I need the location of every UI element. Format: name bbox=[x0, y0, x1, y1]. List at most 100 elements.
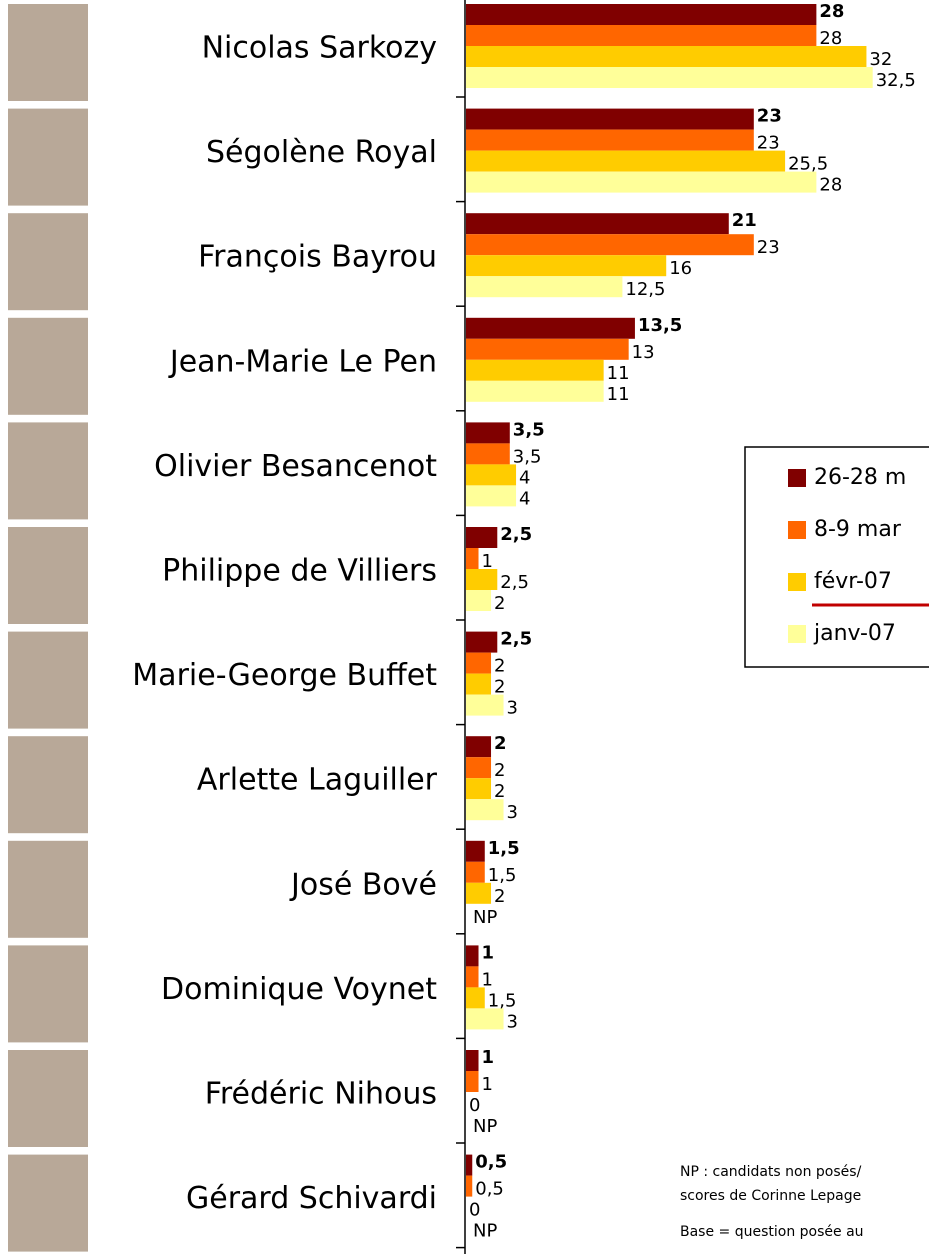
value-label: 21 bbox=[732, 210, 757, 231]
category-label: Jean-Marie Le Pen bbox=[168, 344, 437, 379]
value-label: NP bbox=[473, 1221, 497, 1242]
bar bbox=[466, 527, 497, 548]
value-label: NP bbox=[473, 1116, 497, 1137]
bar bbox=[466, 548, 479, 569]
value-label: 1 bbox=[482, 1074, 493, 1095]
bar bbox=[466, 1155, 472, 1176]
value-label: 2,5 bbox=[500, 524, 532, 545]
bar bbox=[466, 945, 479, 966]
bar bbox=[466, 1008, 504, 1029]
bar bbox=[466, 695, 504, 716]
value-label: 2 bbox=[494, 781, 505, 802]
photo bbox=[8, 213, 88, 310]
value-label: 12,5 bbox=[625, 279, 665, 300]
bar bbox=[466, 799, 504, 820]
value-label: 13 bbox=[632, 342, 655, 363]
value-label: 2 bbox=[494, 656, 505, 677]
category-label: Frédéric Nihous bbox=[205, 1077, 437, 1112]
note: NP : candidats non posés/ bbox=[680, 1164, 862, 1180]
legend-swatch bbox=[788, 521, 806, 539]
value-label: 1 bbox=[482, 551, 493, 572]
photo bbox=[8, 1155, 88, 1252]
value-label: 2 bbox=[494, 760, 505, 781]
photo bbox=[8, 4, 88, 101]
bar bbox=[466, 255, 666, 276]
value-label: 28 bbox=[819, 28, 842, 49]
bar bbox=[466, 841, 485, 862]
bar bbox=[466, 234, 754, 255]
value-label: 3 bbox=[507, 698, 518, 719]
bar bbox=[466, 339, 629, 360]
bar bbox=[466, 987, 485, 1008]
value-label: 1,5 bbox=[488, 865, 517, 886]
bar bbox=[466, 1050, 479, 1071]
value-label: 1,5 bbox=[488, 838, 520, 859]
value-label: 1 bbox=[482, 1047, 495, 1068]
value-label: 3 bbox=[507, 802, 518, 823]
bar bbox=[466, 569, 497, 590]
note: Base = question posée au bbox=[680, 1224, 864, 1240]
legend-label: 26-28 m bbox=[814, 465, 906, 490]
value-label: NP bbox=[473, 907, 497, 928]
legend-swatch bbox=[788, 469, 806, 487]
category-label: Olivier Besancenot bbox=[154, 449, 437, 484]
bar bbox=[466, 757, 491, 778]
value-label: 0,5 bbox=[475, 1152, 507, 1173]
bar bbox=[466, 318, 635, 339]
bar bbox=[466, 381, 604, 402]
bar bbox=[466, 422, 510, 443]
value-label: 4 bbox=[519, 488, 530, 509]
bar bbox=[466, 862, 485, 883]
value-label: 0 bbox=[469, 1095, 480, 1116]
bar bbox=[466, 966, 479, 987]
photo bbox=[8, 1050, 88, 1147]
category-label: Dominique Voynet bbox=[161, 972, 437, 1007]
bar bbox=[466, 67, 873, 88]
value-label: 1 bbox=[482, 942, 495, 963]
bar bbox=[466, 276, 622, 297]
bar bbox=[466, 1176, 472, 1197]
bar bbox=[466, 464, 516, 485]
value-label: 2 bbox=[494, 677, 505, 698]
legend-swatch bbox=[788, 625, 806, 643]
value-label: 16 bbox=[669, 258, 692, 279]
value-label: 28 bbox=[819, 175, 842, 196]
bar bbox=[466, 46, 866, 67]
category-label: Arlette Laguiller bbox=[197, 763, 438, 798]
category-label: François Bayrou bbox=[198, 240, 437, 275]
photo bbox=[8, 422, 88, 519]
value-label: 3 bbox=[507, 1011, 518, 1032]
value-label: 4 bbox=[519, 467, 530, 488]
legend-label: févr-07 bbox=[814, 569, 892, 594]
legend-label: janv-07 bbox=[813, 621, 896, 646]
value-label: 0 bbox=[469, 1200, 480, 1221]
bar bbox=[466, 360, 604, 381]
photo bbox=[8, 527, 88, 624]
bar bbox=[466, 778, 491, 799]
value-label: 2 bbox=[494, 593, 505, 614]
value-label: 3,5 bbox=[513, 446, 542, 467]
value-label: 2,5 bbox=[500, 629, 532, 650]
value-label: 23 bbox=[757, 237, 780, 258]
value-label: 28 bbox=[819, 1, 844, 22]
chart: NP : candidats non posés/ scores de Cori… bbox=[0, 0, 929, 1254]
value-label: 1,5 bbox=[488, 990, 517, 1011]
value-label: 11 bbox=[607, 363, 630, 384]
bar bbox=[466, 172, 816, 193]
category-label: Ségolène Royal bbox=[206, 135, 437, 170]
value-label: 23 bbox=[757, 133, 780, 154]
bar bbox=[466, 1071, 479, 1092]
bar bbox=[466, 130, 754, 151]
value-label: 23 bbox=[757, 106, 782, 127]
value-label: 13,5 bbox=[638, 315, 682, 336]
value-label: 11 bbox=[607, 384, 630, 405]
photo bbox=[8, 736, 88, 833]
bar bbox=[466, 443, 510, 464]
note: scores de Corinne Lepage bbox=[680, 1188, 861, 1204]
value-label: 0,5 bbox=[475, 1179, 504, 1200]
bar bbox=[466, 151, 785, 172]
bar bbox=[466, 109, 754, 130]
bar bbox=[466, 883, 491, 904]
category-label: Gérard Schivardi bbox=[186, 1181, 437, 1216]
photo bbox=[8, 109, 88, 206]
